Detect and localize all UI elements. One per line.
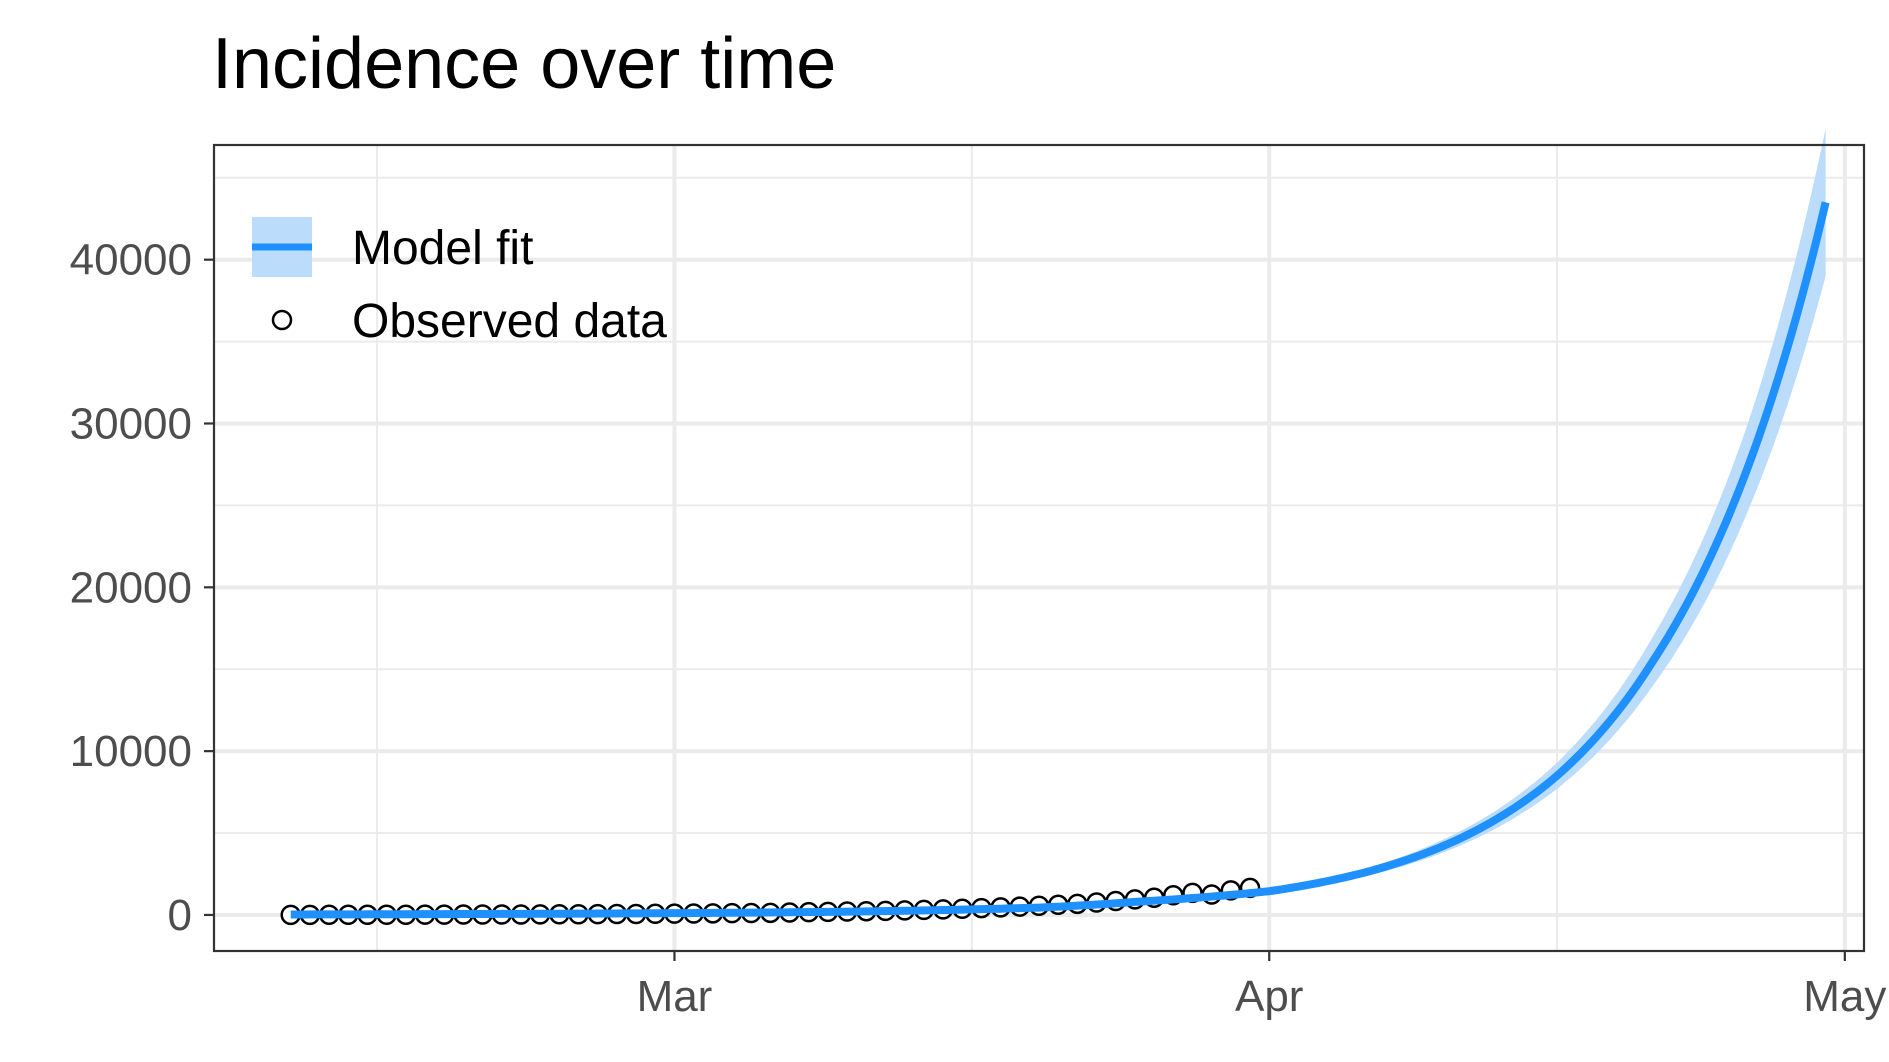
x-tick-label: Apr: [1235, 972, 1303, 1021]
y-axis: 0 10000 20000 30000 40000: [70, 236, 214, 940]
legend-key-open-circle: [271, 309, 293, 331]
plot-background: [214, 145, 1864, 951]
x-tick-label: Mar: [637, 972, 713, 1021]
y-tick-label: 40000: [70, 236, 192, 285]
minor-gridlines: [214, 145, 1864, 951]
x-axis: Mar Apr May: [637, 951, 1886, 1021]
model-fit-line: [290, 201, 1830, 919]
y-tick-label: 10000: [70, 727, 192, 776]
y-tick-label: 20000: [70, 563, 192, 612]
x-tick-label: May: [1803, 972, 1886, 1021]
model-fit-line-layer: [290, 201, 1830, 919]
legend: Model fit Observed data: [252, 217, 667, 348]
y-tick-label: 0: [168, 891, 192, 940]
plot-panel-border: [212, 143, 1866, 953]
legend-label-observed-data: Observed data: [352, 295, 667, 348]
y-tick-label: 30000: [70, 399, 192, 448]
chart-title: Incidence over time: [212, 24, 836, 104]
legend-label-model-fit: Model fit: [352, 222, 533, 275]
